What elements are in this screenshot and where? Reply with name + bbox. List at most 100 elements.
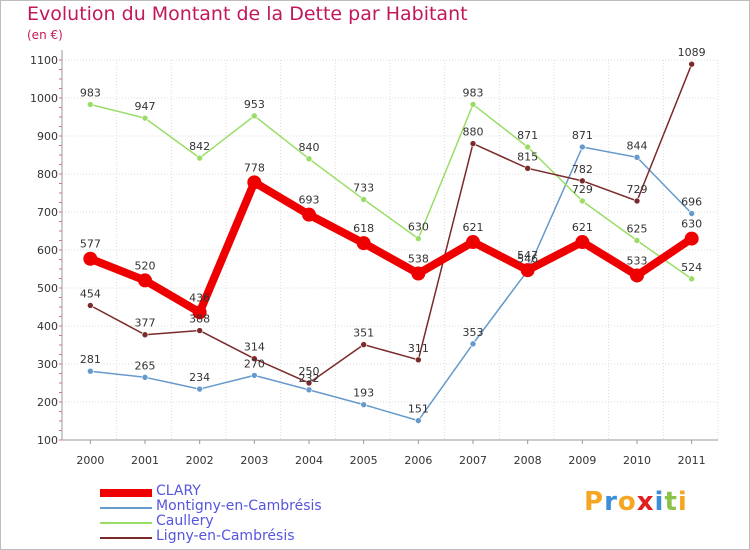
data-label: 729 <box>627 183 648 196</box>
data-point <box>575 235 590 250</box>
data-point <box>305 386 313 394</box>
axes: 100 200 300 400 500 600 700 800 900 1000 1100 2000 2… <box>30 50 718 467</box>
data-point <box>305 155 313 163</box>
y-tick-label: 1000 <box>30 92 58 105</box>
data-label: 436 <box>189 291 210 304</box>
legend-label: Caullery <box>156 513 214 529</box>
y-tick-label: 700 <box>37 206 58 219</box>
data-label: 696 <box>681 196 702 209</box>
series-ligny-en-cambr-sis <box>87 60 695 387</box>
data-label: 546 <box>517 253 538 266</box>
data-label: 840 <box>299 141 320 154</box>
data-point <box>87 101 94 108</box>
data-label: 520 <box>135 259 156 272</box>
data-label: 538 <box>408 253 429 266</box>
x-tick-label: 2004 <box>295 454 323 467</box>
y-tick-label: 400 <box>37 320 58 333</box>
data-point <box>630 268 644 283</box>
data-point <box>83 251 98 266</box>
legend-label: Montigny-en-Cambrésis <box>156 498 322 514</box>
data-label: 625 <box>627 223 648 236</box>
grid-lines <box>61 59 719 441</box>
legend-swatch <box>100 537 152 539</box>
data-label: 232 <box>299 372 320 385</box>
data-label: 621 <box>572 221 593 234</box>
data-label: 151 <box>408 403 429 416</box>
series-layer <box>83 60 699 424</box>
legend-swatch <box>100 489 152 497</box>
data-point <box>633 197 641 205</box>
logo-letter: o <box>617 487 637 517</box>
data-point <box>196 385 203 393</box>
data-label: 454 <box>80 287 101 300</box>
data-label: 630 <box>681 218 702 231</box>
legend-label: Ligny-en-Cambrésis <box>156 528 295 544</box>
data-label: 388 <box>189 313 210 326</box>
data-point <box>466 235 480 250</box>
legend-swatch <box>100 522 152 524</box>
y-tick-label: 600 <box>37 244 58 257</box>
data-label: 871 <box>572 129 593 142</box>
logo-letter: i <box>677 487 688 517</box>
data-point <box>469 140 477 147</box>
data-point <box>141 114 149 122</box>
data-point <box>251 372 258 379</box>
logo-letter: P <box>584 487 605 517</box>
x-tick-label: 2010 <box>623 454 651 467</box>
data-label: 815 <box>517 150 538 163</box>
x-tick-label: 2005 <box>350 454 378 467</box>
data-point <box>138 273 152 288</box>
data-label: 533 <box>627 254 648 267</box>
data-label: 281 <box>80 353 101 366</box>
data-point <box>415 417 422 424</box>
data-point <box>302 207 316 222</box>
data-point <box>196 154 203 162</box>
data-point <box>579 197 586 205</box>
x-tick-label: 2002 <box>186 454 214 467</box>
data-point <box>469 340 477 348</box>
data-point <box>579 143 586 151</box>
data-point <box>524 143 531 151</box>
data-point <box>633 237 641 244</box>
data-point <box>87 302 94 309</box>
x-tick-label: 2001 <box>131 454 159 467</box>
y-tick-label: 500 <box>37 282 58 295</box>
data-label: 953 <box>244 98 265 111</box>
y-tick-label: 200 <box>37 396 58 409</box>
data-point <box>251 355 258 362</box>
y-tick-label: 100 <box>37 434 58 447</box>
data-point <box>251 112 258 120</box>
x-tick-label: 2009 <box>568 454 596 467</box>
data-point <box>411 266 426 281</box>
data-label: 621 <box>463 221 484 234</box>
data-label: 871 <box>517 129 538 142</box>
series-line <box>90 103 693 280</box>
data-label: 693 <box>299 194 320 207</box>
data-label: 193 <box>353 387 374 400</box>
data-point <box>633 153 641 161</box>
data-point <box>356 236 371 251</box>
data-point <box>196 327 203 334</box>
data-label: 577 <box>80 238 101 251</box>
data-label: 844 <box>627 139 648 152</box>
data-point <box>579 177 586 185</box>
logo-letter: x <box>636 487 655 517</box>
data-label: 733 <box>353 181 374 194</box>
data-point <box>305 379 313 387</box>
y-tick-label: 300 <box>37 358 58 371</box>
series-line <box>88 178 694 317</box>
series-line <box>89 63 693 384</box>
data-point <box>688 275 695 283</box>
legend-label: CLARY <box>156 483 201 499</box>
data-label: 842 <box>189 140 210 153</box>
series-montigny-en-cambr-sis <box>87 143 695 424</box>
x-tick-label: 2011 <box>678 454 706 467</box>
data-point <box>141 331 149 339</box>
data-label: 311 <box>408 342 429 355</box>
data-point <box>360 196 367 203</box>
x-tick-label: 2000 <box>76 454 104 467</box>
chart-title: Evolution du Montant de la Dette par Hab… <box>27 3 468 25</box>
legend-swatch <box>100 507 152 509</box>
data-point <box>192 305 207 320</box>
data-label: 1089 <box>678 46 706 59</box>
